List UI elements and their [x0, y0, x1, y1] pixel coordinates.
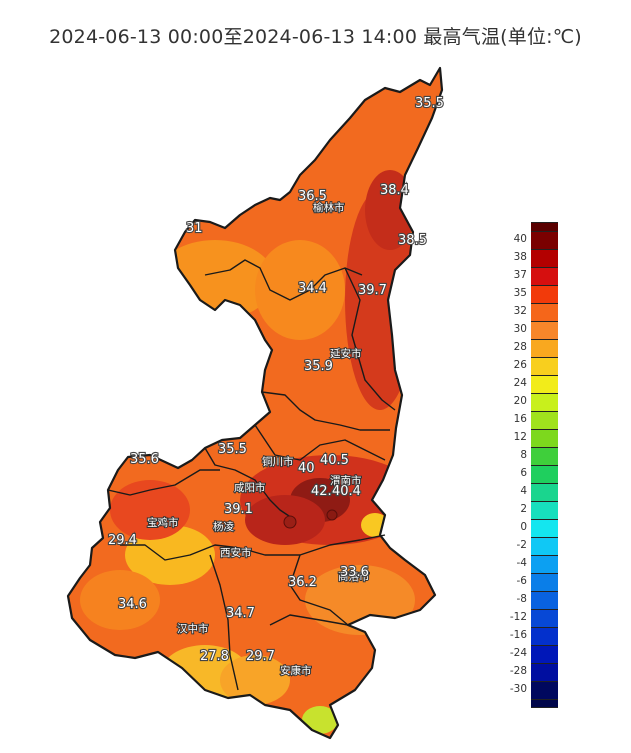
legend-swatch — [531, 267, 558, 285]
legend-tick-label: 16 — [513, 413, 527, 425]
legend-tick-label: 20 — [513, 395, 527, 407]
legend-tick-label: 28 — [513, 341, 527, 353]
station-value: 42.4 — [311, 484, 340, 499]
legend-swatch — [531, 339, 558, 357]
legend-swatch — [531, 249, 558, 267]
legend-tick-label: 6 — [520, 467, 527, 479]
station-value: 38.4 — [380, 183, 409, 198]
station-value: 33.6 — [340, 565, 369, 580]
station-value: 38.5 — [398, 233, 427, 248]
city-label: 汉中市 — [177, 622, 209, 635]
legend-tick-label: -12 — [509, 611, 527, 623]
city-label: 榆林市 — [313, 201, 345, 214]
legend-tick-label: 12 — [513, 431, 527, 443]
station-values: 35.5 36.5 38.4 38.5 31 34.4 39.7 35.9 35… — [107, 95, 445, 665]
legend-tick-label: 32 — [513, 305, 527, 317]
city-label: 安康市 — [280, 664, 312, 677]
legend-tick-label: -6 — [516, 575, 527, 587]
city-dot — [326, 509, 338, 521]
city-markers — [283, 509, 338, 529]
legend-tick-label: 35 — [513, 287, 527, 299]
station-value: 35.5 — [218, 442, 247, 457]
legend-swatch — [531, 429, 558, 447]
legend-swatch — [531, 465, 558, 483]
legend-tick-label: -30 — [509, 683, 527, 695]
legend-tick-label: -4 — [516, 557, 527, 569]
legend-swatch — [531, 375, 558, 393]
legend-swatch — [531, 357, 558, 375]
county-boundaries — [107, 259, 396, 691]
station-value: 36.5 — [298, 189, 327, 204]
legend-tick-label: 8 — [520, 449, 527, 461]
station-value: 27.8 — [200, 649, 229, 664]
legend-swatch — [531, 681, 558, 699]
station-value: 29.7 — [246, 649, 275, 664]
legend-swatch — [531, 519, 558, 537]
legend-swatch — [531, 555, 558, 573]
legend-swatch — [531, 222, 558, 233]
legend-tick-label: 2 — [520, 503, 527, 515]
legend-tick-label: 0 — [520, 521, 527, 533]
legend-tick-label: -16 — [509, 629, 527, 641]
station-value: 40.5 — [320, 453, 349, 468]
station-value: 35.6 — [130, 452, 159, 467]
legend-swatch — [531, 699, 558, 708]
legend-tick-label: -28 — [509, 665, 527, 677]
legend-tick-label: -2 — [516, 539, 527, 551]
legend-swatch — [531, 285, 558, 303]
station-value: 34.7 — [226, 606, 255, 621]
station-value: 39.7 — [358, 283, 387, 298]
legend-swatch — [531, 483, 558, 501]
station-value: 35.5 — [415, 96, 444, 111]
legend-swatch — [531, 321, 558, 339]
city-label: 咸阳市 — [234, 481, 266, 494]
city-label: 杨凌 — [213, 520, 234, 533]
station-value: 35.9 — [304, 359, 333, 374]
color-legend: 40 38 37 35 32 30 28 26 24 20 16 12 8 6 4 2 0 -2 -4 -6 -8 -12… — [500, 222, 560, 710]
legend-tick-label: 30 — [513, 323, 527, 335]
legend-swatch — [531, 303, 558, 321]
city-label: 西安市 — [220, 546, 252, 559]
legend-swatch — [531, 645, 558, 663]
station-value: 39.1 — [224, 502, 253, 517]
station-value: 36.2 — [288, 575, 317, 590]
legend-tick-label: 24 — [513, 377, 527, 389]
station-value: 40.4 — [332, 484, 361, 499]
station-value: 34.6 — [118, 597, 147, 612]
province-border — [66, 66, 444, 740]
legend-swatch — [531, 663, 558, 681]
legend-tick-label: 37 — [513, 269, 527, 281]
legend-tick-label: 4 — [520, 485, 527, 497]
city-label: 商洛市 — [338, 570, 370, 583]
station-value: 40 — [298, 461, 315, 476]
city-dot — [283, 515, 297, 529]
legend-swatch — [531, 573, 558, 591]
legend-swatch — [531, 231, 558, 249]
city-label: 渭南市 — [330, 474, 362, 487]
legend-tick-label: -8 — [516, 593, 527, 605]
station-value: 34.4 — [298, 281, 327, 296]
legend-tick-label: 26 — [513, 359, 527, 371]
legend-swatch — [531, 537, 558, 555]
legend-swatch — [531, 411, 558, 429]
map-title: 2024-06-13 00:00至2024-06-13 14:00 最高气温(单… — [49, 26, 582, 48]
legend-tick-label: -24 — [509, 647, 527, 659]
station-value: 29.4 — [108, 533, 137, 548]
city-labels: 榆林市 延安市 铜川市 咸阳市 渭南市 宝鸡市 杨凌 西安市 商洛市 汉中市 安… — [146, 200, 371, 678]
city-label: 宝鸡市 — [147, 516, 179, 529]
legend-swatch — [531, 501, 558, 519]
city-label: 铜川市 — [262, 455, 294, 468]
legend-swatch — [531, 591, 558, 609]
legend-swatch — [531, 393, 558, 411]
legend-swatch — [531, 447, 558, 465]
city-label: 延安市 — [330, 347, 362, 360]
legend-swatch — [531, 627, 558, 645]
legend-tick-label: 40 — [513, 233, 527, 245]
legend-tick-label: 38 — [513, 251, 527, 263]
legend-swatch — [531, 609, 558, 627]
station-value: 31 — [186, 221, 203, 236]
